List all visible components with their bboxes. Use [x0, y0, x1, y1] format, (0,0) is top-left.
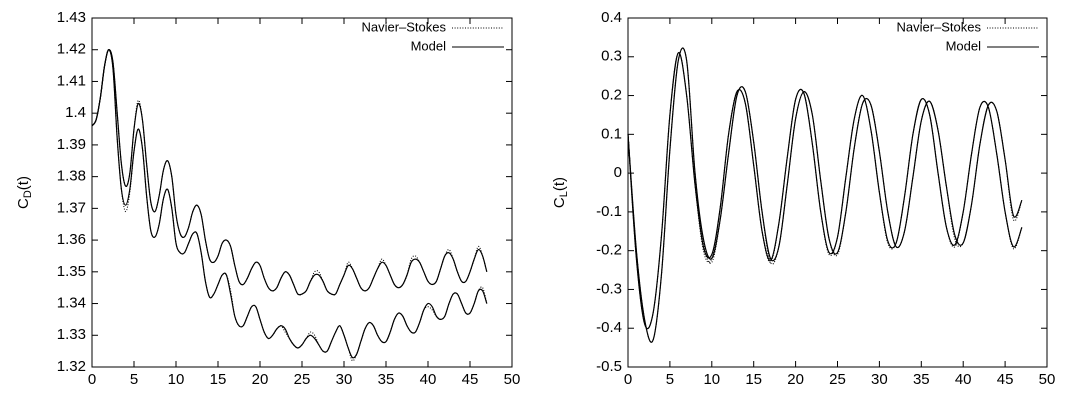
x-tick-label: 20	[787, 371, 804, 388]
plot: 1.32 1.33 1.34 1.35 1.36 1.37 1.38 1.39 1.4 1.41 1…	[15, 9, 520, 394]
x-tick-label: 0	[88, 371, 96, 388]
y-axis-label-rest: (t)	[551, 177, 568, 191]
y-tick-label: 1.36	[57, 231, 86, 248]
y-axis-label-sub: D	[22, 190, 34, 198]
y-tick-label: 1.43	[57, 9, 86, 26]
y-tick-label: 1.37	[57, 199, 86, 216]
x-tick-label: 30	[336, 371, 353, 388]
y-axis-label-sub: L	[558, 191, 570, 197]
y-tick-label: 1.38	[57, 168, 86, 185]
y-tick-label: 0.2	[601, 87, 622, 104]
x-tick-label: 15	[745, 371, 762, 388]
x-tick-label: 20	[252, 371, 269, 388]
series-line	[627, 47, 1023, 343]
x-tick-label: 40	[420, 371, 437, 388]
y-tick-label: 1.39	[57, 136, 86, 153]
x-tick-label: 10	[168, 371, 185, 388]
y-tick-label: 1.42	[57, 41, 86, 58]
y-axis-label-rest: (t)	[15, 176, 32, 190]
x-tick-label: 15	[210, 371, 227, 388]
series-line	[627, 47, 1023, 343]
y-tick-label: 0	[614, 164, 622, 181]
series-line	[91, 49, 488, 296]
y-tick-label: 0.1	[601, 125, 622, 142]
y-axis-label-main: C	[551, 197, 568, 208]
y-axis-label-main: C	[15, 198, 32, 209]
series-line	[627, 52, 1023, 330]
x-tick-label: 5	[666, 371, 674, 388]
x-tick-label: 10	[703, 371, 720, 388]
y-tick-label: 0.3	[601, 48, 622, 65]
y-tick-label: 1.4	[65, 104, 86, 121]
y-tick-label: 0.4	[601, 9, 622, 26]
plot-frame	[627, 17, 1048, 368]
y-tick-label: -0.4	[596, 319, 622, 336]
x-tick-label: 25	[829, 371, 846, 388]
y-axis-label: CL(t)	[551, 177, 570, 208]
y-axis-label: CD(t)	[15, 176, 34, 209]
x-tick-label: 35	[378, 371, 395, 388]
series-line	[91, 49, 488, 359]
x-tick-label: 35	[913, 371, 930, 388]
y-tick-label: -0.3	[596, 280, 622, 297]
x-tick-label: 25	[294, 371, 311, 388]
x-tick-label: 45	[462, 371, 479, 388]
y-tick-label: -0.2	[596, 242, 622, 259]
y-tick-label: 1.35	[57, 263, 86, 280]
x-axis-label: t	[835, 393, 840, 394]
x-tick-label: 40	[955, 371, 972, 388]
legend-label: Model	[411, 38, 447, 53]
series-line	[91, 49, 488, 296]
x-tick-label: 5	[130, 371, 138, 388]
x-tick-label: 45	[997, 371, 1014, 388]
legend-label: Navier–Stokes	[896, 19, 981, 34]
y-tick-label: 1.41	[57, 72, 86, 89]
x-tick-label: 0	[624, 371, 632, 388]
x-tick-label: 30	[871, 371, 888, 388]
x-axis-label: t	[300, 393, 305, 394]
legend-label: Navier–Stokes	[361, 19, 446, 34]
plot: -0.5 -0.4 -0.3 -0.2 -0.1 0 0.1 0.2 0.3 0.4 0 5 10 15 2…	[551, 9, 1055, 394]
plot-frame	[91, 17, 513, 368]
x-tick-label: 50	[1039, 371, 1056, 388]
y-tick-label: -0.5	[596, 358, 622, 375]
y-tick-label: -0.1	[596, 203, 622, 220]
y-tick-label: 1.33	[57, 326, 86, 343]
series-line	[627, 52, 1023, 330]
y-tick-label: 1.34	[57, 295, 86, 312]
legend-label: Model	[946, 38, 982, 53]
y-tick-label: 1.32	[57, 358, 86, 375]
x-tick-label: 50	[504, 371, 521, 388]
